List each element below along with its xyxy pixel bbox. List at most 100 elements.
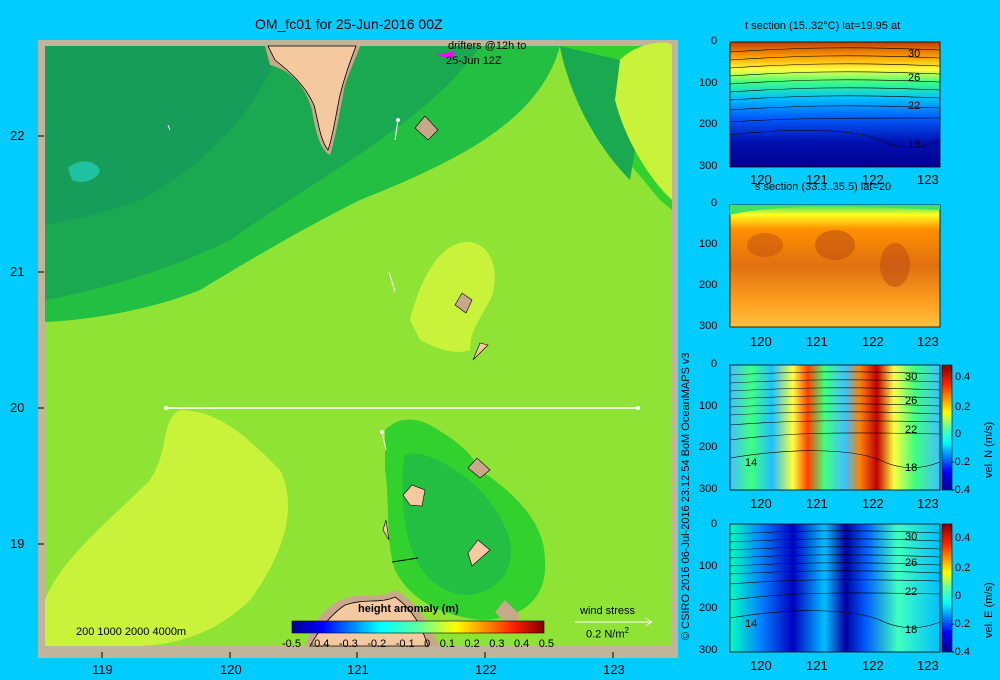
x-tick-label: 121 (806, 658, 828, 673)
colorbar-tick: -0.4 (310, 638, 330, 650)
x-tick-label: 120 (750, 496, 772, 511)
vel-e-colorbar (941, 523, 953, 653)
land-taiwan (267, 45, 357, 151)
x-tick-label: 121 (806, 496, 828, 511)
main-map (38, 40, 678, 658)
contour-label: 30 (908, 48, 921, 60)
contour-label: 14 (745, 457, 758, 469)
contour-label: 18 (905, 462, 918, 474)
colorbar-ticks: -0.5 -0.4 -0.3 -0.2 -0.1 0 0.1 0.2 0.3 0… (282, 638, 554, 650)
t-section-field (729, 41, 941, 168)
y-tick-label: 21 (10, 264, 25, 279)
vel-tick: 0.2 (955, 401, 971, 413)
y-tick-label: 100 (699, 560, 718, 572)
colorbar-tick: -0.3 (338, 638, 358, 650)
y-tick-label: 200 (699, 279, 718, 291)
vel-e-contours (729, 530, 941, 629)
contour-label: 26 (905, 557, 918, 569)
x-tick-label: 121 (806, 334, 828, 349)
vel-n-contours (729, 371, 941, 469)
y-tick-label: 300 (699, 160, 718, 172)
x-tick-label: 120 (750, 172, 772, 187)
x-tick-label: 120 (750, 658, 772, 673)
vel-tick: -0.4 (951, 484, 970, 496)
contour-label: 22 (905, 424, 918, 436)
x-tick-label: 123 (603, 662, 625, 677)
colorbar-tick: -0.5 (282, 638, 301, 650)
colorbar-tick: -0.2 (367, 638, 387, 650)
contour-label: 18 (905, 624, 918, 636)
t-contours (729, 47, 941, 148)
vel-n-field (729, 364, 941, 491)
vel-e-label: vel. E (m/s) (983, 582, 995, 638)
y-tick-label: 200 (699, 602, 718, 614)
vel-tick: 0 (955, 590, 962, 602)
island-3 (472, 342, 489, 361)
map-blob-sw (45, 410, 289, 646)
contour-label: 18 (908, 139, 921, 151)
x-tick-label: 122 (862, 172, 884, 187)
drifters-label-1: drifters @12h to (448, 40, 527, 52)
y-tick-label: 20 (10, 400, 25, 415)
x-tick-label: 120 (750, 334, 772, 349)
y-tick-label: 22 (10, 128, 25, 143)
map-title: OM_fc01 for 25-Jun-2016 00Z (255, 16, 443, 32)
vel-tick: 0.4 (955, 371, 971, 383)
colorbar-tick: 0.4 (513, 638, 530, 650)
colorbar-tick: 0.1 (439, 638, 455, 650)
colorbar-tick: -0.1 (395, 638, 415, 650)
contour-label: 26 (905, 395, 918, 407)
y-tick-label: 100 (699, 77, 718, 89)
x-tick-label: 122 (862, 496, 884, 511)
section-panels (729, 41, 953, 653)
y-tick-label: 0 (711, 358, 718, 370)
y-tick-label: 0 (711, 518, 718, 530)
x-tick-label: 122 (862, 658, 884, 673)
colorbar-title: height anomaly (m) (358, 603, 459, 615)
colorbar-tick: 0 (424, 638, 431, 650)
x-tick-label: 121 (347, 662, 369, 677)
drifter-marker (436, 51, 455, 59)
x-tick-label: 123 (917, 496, 939, 511)
vel-e-field (729, 523, 941, 653)
drifters-label-2: 25-Jun 12Z (446, 55, 502, 67)
wind-label: wind stress (580, 605, 636, 617)
island-5 (402, 484, 426, 507)
s-section-field (729, 204, 941, 328)
contour-label: 30 (905, 531, 918, 543)
x-tick-label: 120 (220, 662, 242, 677)
t-section-title: t section (15..32°C) lat=19.95 at (745, 20, 901, 32)
s-section-title: s section (33.3..35.5) lat=20 (755, 181, 892, 193)
depth-legend: 200 1000 2000 4000m (76, 626, 187, 638)
island-2 (454, 292, 473, 314)
x-tick-label: 119 (92, 662, 113, 677)
x-tick-label: 121 (806, 172, 828, 187)
contour-label: 22 (905, 586, 918, 598)
y-tick-label: 300 (699, 483, 718, 495)
vel-tick: -0.4 (951, 646, 970, 658)
y-tick-label: 0 (711, 197, 718, 209)
x-tick-label: 122 (475, 662, 497, 677)
vel-n-label: vel. N (m/s) (983, 421, 995, 478)
y-tick-label: 100 (699, 400, 718, 412)
y-tick-label: 300 (699, 320, 718, 332)
x-tick-label: 122 (862, 334, 884, 349)
map-blob-c (410, 241, 495, 352)
x-tick-label: 123 (917, 334, 939, 349)
vel-tick: 0.2 (955, 562, 971, 574)
vel-n-colorbar (941, 364, 953, 491)
wind-unit: 0.2 N/m2 (586, 626, 629, 641)
island-1 (414, 115, 439, 141)
vel-tick: 0.4 (955, 532, 971, 544)
y-tick-label: 300 (699, 644, 718, 656)
y-tick-label: 19 (10, 536, 25, 551)
colorbar-tick: 0.2 (464, 638, 480, 650)
x-tick-label: 123 (917, 172, 939, 187)
contour-label: 26 (908, 72, 921, 84)
contour-label: 14 (745, 618, 758, 630)
y-tick-label: 200 (699, 118, 718, 130)
vel-tick: 0 (955, 428, 962, 440)
x-tick-label: 123 (917, 658, 939, 673)
y-tick-label: 0 (711, 35, 718, 47)
contour-label: 22 (908, 100, 921, 112)
